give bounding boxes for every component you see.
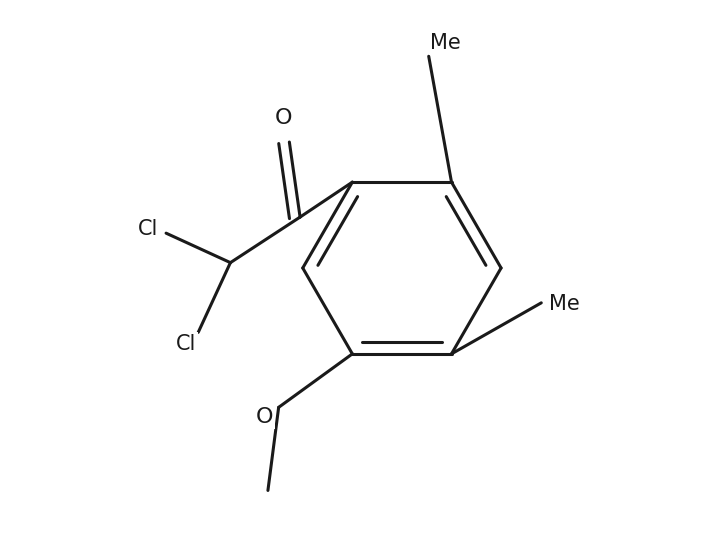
Text: Me: Me xyxy=(550,294,580,315)
Text: Cl: Cl xyxy=(176,334,196,354)
Text: Cl: Cl xyxy=(138,219,159,240)
Text: O: O xyxy=(275,108,293,128)
Text: O: O xyxy=(256,407,273,427)
Text: Me: Me xyxy=(430,33,461,53)
